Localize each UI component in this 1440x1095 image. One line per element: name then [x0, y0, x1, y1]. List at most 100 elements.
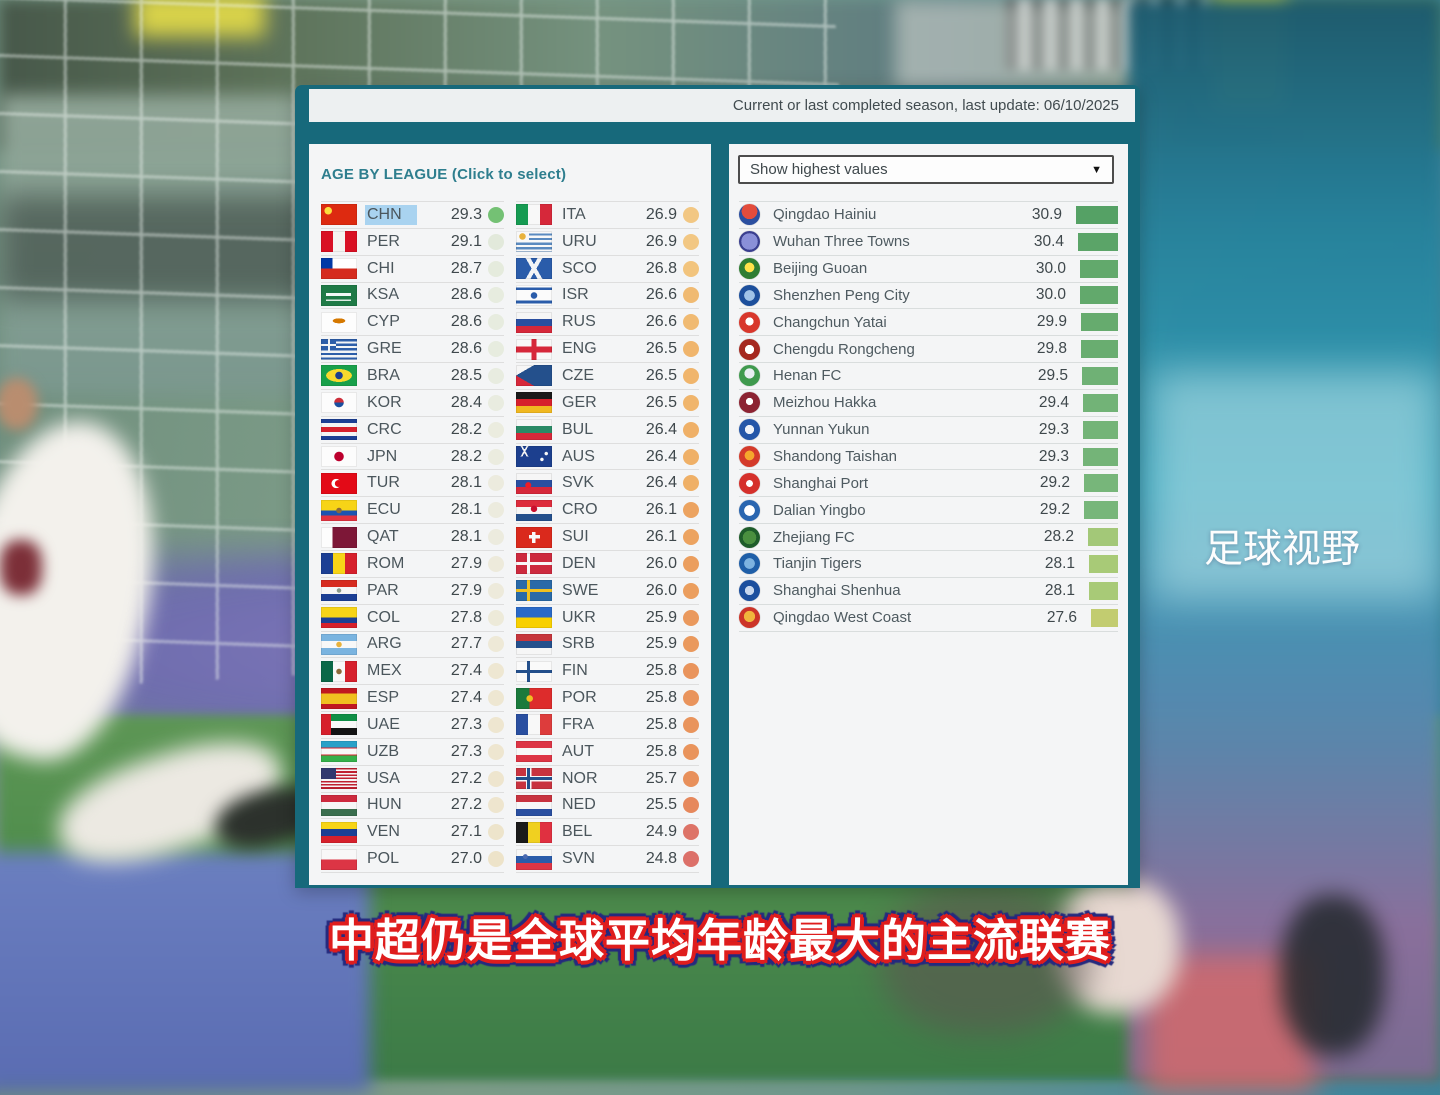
- league-row[interactable]: ISR 26.6: [516, 283, 699, 310]
- last-update-text: Current or last completed season, last u…: [732, 97, 1119, 114]
- league-row[interactable]: ROM 27.9: [321, 551, 504, 578]
- league-row[interactable]: UKR 25.9: [516, 605, 699, 632]
- age-dot-icon: [683, 770, 699, 787]
- club-age-value: 29.3: [1038, 420, 1069, 438]
- league-row[interactable]: SUI 26.1: [516, 524, 699, 551]
- age-dot-icon: [488, 797, 504, 814]
- league-age-value: 25.8: [645, 662, 677, 680]
- club-name: Qingdao Hainiu: [773, 206, 877, 224]
- league-age-value: 28.2: [450, 447, 482, 465]
- flag-icon: [516, 580, 552, 602]
- league-code: UZB: [367, 742, 399, 760]
- league-row[interactable]: GER 26.5: [516, 390, 699, 417]
- age-dot-icon: [488, 260, 504, 277]
- club-row: Beijing Guoan 30.0: [739, 256, 1118, 283]
- league-row[interactable]: PER 29.1: [321, 229, 504, 256]
- club-age-value: 29.2: [1039, 501, 1070, 519]
- league-row[interactable]: CHN 29.3: [321, 202, 504, 229]
- league-row[interactable]: USA 27.2: [321, 766, 504, 793]
- league-row[interactable]: ARG 27.7: [321, 632, 504, 659]
- league-row[interactable]: QAT 28.1: [321, 524, 504, 551]
- club-name: Henan FC: [773, 367, 842, 385]
- league-row[interactable]: UZB 27.3: [321, 739, 504, 766]
- league-age-value: 26.4: [645, 420, 677, 438]
- flag-icon: [321, 284, 357, 306]
- player-figure: [0, 378, 38, 430]
- league-row[interactable]: BEL 24.9: [516, 819, 699, 847]
- league-age-value: 27.4: [450, 689, 482, 707]
- league-row[interactable]: UAE 27.3: [321, 712, 504, 739]
- league-row[interactable]: BUL 26.4: [516, 417, 699, 444]
- league-age-value: 25.9: [645, 635, 677, 653]
- league-row[interactable]: POL 27.0: [321, 846, 504, 874]
- values-dropdown[interactable]: Show highest values ▼: [738, 155, 1114, 184]
- league-row[interactable]: FIN 25.8: [516, 658, 699, 686]
- league-row[interactable]: ENG 26.5: [516, 336, 699, 364]
- league-row[interactable]: KSA 28.6: [321, 283, 504, 310]
- flag-icon: [516, 472, 552, 494]
- league-age-value: 26.9: [645, 232, 677, 250]
- league-column-2: ITA 26.9 URU 26.9 SCO 26.8 ISR 26.6 RUS 26.6 ENG 26…: [516, 201, 699, 874]
- league-row[interactable]: CZE 26.5: [516, 363, 699, 390]
- league-row[interactable]: CYP 28.6: [321, 309, 504, 337]
- league-row[interactable]: NED 25.5: [516, 793, 699, 820]
- league-row[interactable]: COL 27.8: [321, 605, 504, 632]
- age-dot-icon: [683, 502, 699, 519]
- league-row[interactable]: TUR 28.1: [321, 470, 504, 498]
- league-row[interactable]: VEN 27.1: [321, 819, 504, 847]
- league-row[interactable]: HUN 27.2: [321, 793, 504, 820]
- league-code: URU: [562, 232, 597, 250]
- club-age-value: 30.0: [1035, 259, 1066, 277]
- league-row[interactable]: RUS 26.6: [516, 309, 699, 337]
- league-row[interactable]: ECU 28.1: [321, 497, 504, 525]
- league-code: USA: [367, 769, 400, 787]
- league-row[interactable]: ESP 27.4: [321, 685, 504, 713]
- league-row[interactable]: CRO 26.1: [516, 497, 699, 525]
- flag-icon: [516, 660, 552, 682]
- league-row[interactable]: SVN 24.8: [516, 846, 699, 874]
- age-dot-icon: [683, 716, 699, 733]
- league-row[interactable]: SRB 25.9: [516, 632, 699, 659]
- league-code: ESP: [367, 689, 400, 707]
- league-age-value: 27.2: [450, 796, 482, 814]
- league-row[interactable]: FRA 25.8: [516, 712, 699, 739]
- club-logo-icon: [739, 472, 760, 494]
- league-row[interactable]: BRA 28.5: [321, 363, 504, 390]
- league-age-value: 28.1: [450, 501, 482, 519]
- league-row[interactable]: AUS 26.4: [516, 444, 699, 471]
- club-row: Dalian Yingbo 29.2: [739, 497, 1118, 525]
- league-code: SRB: [562, 635, 595, 653]
- club-logo-icon: [739, 231, 760, 253]
- league-age-value: 28.4: [450, 393, 482, 411]
- league-row[interactable]: JPN 28.2: [321, 444, 504, 471]
- league-row[interactable]: SVK 26.4: [516, 470, 699, 498]
- flag-icon: [516, 284, 552, 306]
- club-list: Qingdao Hainiu 30.9 Wuhan Three Towns 30.4 B…: [739, 201, 1118, 632]
- league-age-value: 26.0: [645, 554, 677, 572]
- flag-icon: [516, 714, 552, 736]
- league-row[interactable]: POR 25.8: [516, 685, 699, 713]
- league-row[interactable]: NOR 25.7: [516, 766, 699, 793]
- league-code: ISR: [562, 286, 589, 304]
- league-row[interactable]: CRC 28.2: [321, 417, 504, 444]
- age-bar: [1081, 313, 1118, 332]
- league-row[interactable]: MEX 27.4: [321, 658, 504, 686]
- league-row[interactable]: PAR 27.9: [321, 578, 504, 605]
- league-row[interactable]: CHI 28.7: [321, 256, 504, 283]
- league-row[interactable]: SWE 26.0: [516, 578, 699, 605]
- league-code: BUL: [562, 420, 594, 438]
- league-code: ITA: [562, 205, 586, 223]
- league-row[interactable]: URU 26.9: [516, 229, 699, 256]
- league-age-value: 26.8: [645, 259, 677, 277]
- league-row[interactable]: ITA 26.9: [516, 202, 699, 229]
- league-row[interactable]: KOR 28.4: [321, 390, 504, 417]
- flag-icon: [321, 580, 357, 602]
- league-age-value: 24.9: [645, 823, 677, 841]
- league-row[interactable]: SCO 26.8: [516, 256, 699, 283]
- league-row[interactable]: DEN 26.0: [516, 551, 699, 578]
- league-row[interactable]: AUT 25.8: [516, 739, 699, 766]
- flag-icon: [321, 607, 357, 629]
- league-row[interactable]: GRE 28.6: [321, 336, 504, 364]
- club-row: Wuhan Three Towns 30.4: [739, 229, 1118, 256]
- age-dot-icon: [488, 233, 504, 250]
